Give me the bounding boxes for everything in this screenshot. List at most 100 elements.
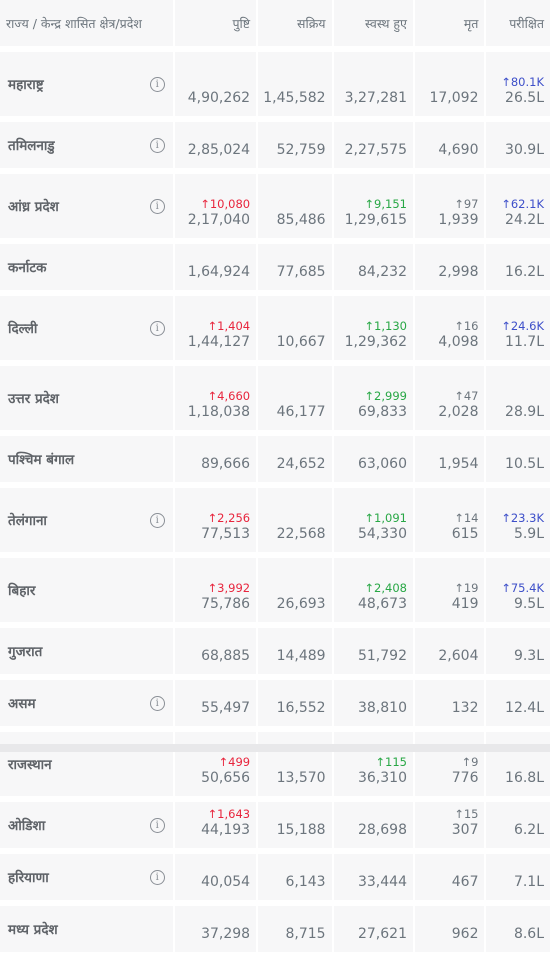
deceased-cell-value: 962 — [451, 926, 479, 942]
tested-cell: 30.9L — [486, 122, 550, 168]
header-tested[interactable]: परीक्षित — [486, 0, 550, 46]
info-icon[interactable]: i — [149, 817, 165, 833]
active-cell: 10,667 — [258, 296, 332, 360]
recovered-cell-value: 38,810 — [357, 700, 407, 716]
confirmed-cell-value: 4,90,262 — [187, 90, 251, 106]
header-active[interactable]: सक्रिय — [258, 0, 332, 46]
tested-cell-value: 10.5L — [505, 456, 545, 472]
recovered-cell-delta: ↑1,130 — [364, 319, 407, 333]
tested-cell: ↑24.6K 11.7L — [486, 296, 550, 360]
state-name-cell[interactable]: तमिलनाडु i — [0, 122, 173, 168]
info-icon[interactable]: i — [149, 320, 165, 336]
state-name: ओडिशा — [8, 818, 46, 834]
deceased-cell-value: 4,690 — [438, 142, 479, 158]
state-name-cell[interactable]: राजस्थान — [0, 732, 173, 796]
info-icon[interactable]: i — [149, 512, 165, 528]
info-icon[interactable]: i — [149, 137, 165, 153]
table-row[interactable]: उत्तर प्रदेश ↑4,660 1,18,038 46,177 ↑2,999 69… — [0, 366, 550, 436]
recovered-cell-value: 69,833 — [357, 404, 407, 420]
state-name-cell[interactable]: गुजरात — [0, 628, 173, 674]
table-row[interactable]: दिल्ली i ↑1,404 1,44,127 10,667 ↑1,130 1,29,36… — [0, 296, 550, 366]
recovered-cell: ↑9,151 1,29,615 — [333, 174, 413, 238]
table-row[interactable]: बिहार ↑3,992 75,786 26,693 ↑2,408 48,673 ↑19 41… — [0, 558, 550, 628]
active-cell: 26,693 — [258, 558, 332, 622]
tested-cell-value: 16.2L — [505, 264, 545, 280]
header-recovered[interactable]: स्वस्थ हुए — [333, 0, 413, 46]
tested-cell-delta: ↑24.6K — [501, 319, 545, 333]
tested-cell-value: 28.9L — [505, 404, 545, 420]
table-row[interactable]: तमिलनाडु i 2,85,024 52,759 2,27,575 4,690 30.9… — [0, 122, 550, 174]
info-icon[interactable]: i — [149, 76, 165, 92]
state-name-cell[interactable]: कर्नाटक — [0, 244, 173, 290]
active-cell-value: 16,552 — [276, 700, 326, 716]
confirmed-cell-value: 1,44,127 — [187, 334, 251, 350]
info-icon[interactable]: i — [149, 695, 165, 711]
table-row[interactable]: कर्नाटक 1,64,924 77,685 84,232 2,998 16.2L — [0, 244, 550, 296]
deceased-cell-value: 17,092 — [429, 90, 479, 106]
table-row[interactable]: तेलंगाना i ↑2,256 77,513 22,568 ↑1,091 54,330 ↑… — [0, 488, 550, 558]
deceased-cell-value: 1,939 — [438, 212, 479, 228]
state-name-cell[interactable]: दिल्ली i — [0, 296, 173, 360]
active-cell-value: 10,667 — [276, 334, 326, 350]
state-name-cell[interactable]: बिहार — [0, 558, 173, 622]
table-row[interactable]: राजस्थान ↑499 50,656 13,570 ↑115 36,310 ↑9 776 1… — [0, 732, 550, 802]
state-name-cell[interactable]: पश्चिम बंगाल — [0, 436, 173, 482]
tested-cell: 16.8L — [486, 732, 550, 796]
state-name-cell[interactable]: आंध्र प्रदेश i — [0, 174, 173, 238]
info-icon[interactable]: i — [149, 869, 165, 885]
confirmed-cell-value: 2,85,024 — [187, 142, 251, 158]
tested-cell-delta: ↑62.1K — [501, 197, 545, 211]
table-row[interactable]: आंध्र प्रदेश i ↑10,080 2,17,040 85,486 ↑9,151… — [0, 174, 550, 244]
recovered-cell-delta: ↑2,999 — [364, 389, 407, 403]
active-cell: 8,715 — [258, 906, 332, 952]
confirmed-cell: 2,85,024 — [174, 122, 257, 168]
table-row[interactable]: हरियाणा i 40,054 6,143 33,444 467 7.1L — [0, 854, 550, 906]
state-name-cell[interactable]: हरियाणा i — [0, 854, 173, 900]
table-row[interactable]: महाराष्ट्र i 4,90,262 1,45,582 3,27,281 17,09… — [0, 52, 550, 122]
confirmed-cell: 40,054 — [174, 854, 257, 900]
header-deceased[interactable]: मृत — [414, 0, 485, 46]
tested-cell-value: 12.4L — [505, 700, 545, 716]
recovered-cell: 2,27,575 — [333, 122, 413, 168]
active-cell: 24,652 — [258, 436, 332, 482]
state-name-cell[interactable]: उत्तर प्रदेश — [0, 366, 173, 430]
active-cell-value: 8,715 — [285, 926, 326, 942]
deceased-cell: 132 — [414, 680, 485, 726]
recovered-cell: 63,060 — [333, 436, 413, 482]
active-cell-value: 77,685 — [276, 264, 326, 280]
state-name: गुजरात — [8, 644, 43, 660]
table-row[interactable]: मध्य प्रदेश 37,298 8,715 27,621 962 8.6L — [0, 906, 550, 958]
recovered-cell-value: 84,232 — [357, 264, 407, 280]
recovered-cell-value: 51,792 — [357, 648, 407, 664]
state-name-cell[interactable]: ओडिशा i — [0, 802, 173, 848]
state-name-cell[interactable]: तेलंगाना i — [0, 488, 173, 552]
table-row[interactable]: असम i 55,497 16,552 38,810 132 12.4L — [0, 680, 550, 732]
active-cell-value: 24,652 — [276, 456, 326, 472]
state-name-cell[interactable]: महाराष्ट्र i — [0, 52, 173, 116]
deceased-cell: ↑16 4,098 — [414, 296, 485, 360]
table-header: राज्य / केन्द्र शासित क्षेत्र/प्रदेश पुष… — [0, 0, 550, 52]
table-row[interactable]: पश्चिम बंगाल 89,666 24,652 63,060 1,954 10.5L — [0, 436, 550, 488]
active-cell: 16,552 — [258, 680, 332, 726]
active-cell: 77,685 — [258, 244, 332, 290]
tested-cell: 7.1L — [486, 854, 550, 900]
active-cell: 85,486 — [258, 174, 332, 238]
recovered-cell-value: 54,330 — [357, 526, 407, 542]
recovered-cell: ↑1,091 54,330 — [333, 488, 413, 552]
table-row[interactable]: ओडिशा i ↑1,643 44,193 15,188 28,698 ↑15 307 6.2L — [0, 802, 550, 854]
header-confirmed[interactable]: पुष्टि — [174, 0, 257, 46]
info-icon[interactable]: i — [149, 198, 165, 214]
recovered-cell: 3,27,281 — [333, 52, 413, 116]
confirmed-cell-delta: ↑1,643 — [207, 807, 251, 821]
deceased-cell-delta: ↑9 — [461, 755, 479, 769]
state-name-cell[interactable]: असम i — [0, 680, 173, 726]
confirmed-cell: ↑1,404 1,44,127 — [174, 296, 257, 360]
confirmed-cell-delta: ↑1,404 — [207, 319, 251, 333]
deceased-cell-delta: ↑15 — [454, 807, 479, 821]
deceased-cell-value: 615 — [451, 526, 479, 542]
header-state[interactable]: राज्य / केन्द्र शासित क्षेत्र/प्रदेश — [0, 0, 173, 46]
recovered-cell-value: 1,29,615 — [344, 212, 407, 228]
table-row[interactable]: गुजरात 68,885 14,489 51,792 2,604 9.3L — [0, 628, 550, 680]
state-name-cell[interactable]: मध्य प्रदेश — [0, 906, 173, 952]
deceased-cell: 2,604 — [414, 628, 485, 674]
